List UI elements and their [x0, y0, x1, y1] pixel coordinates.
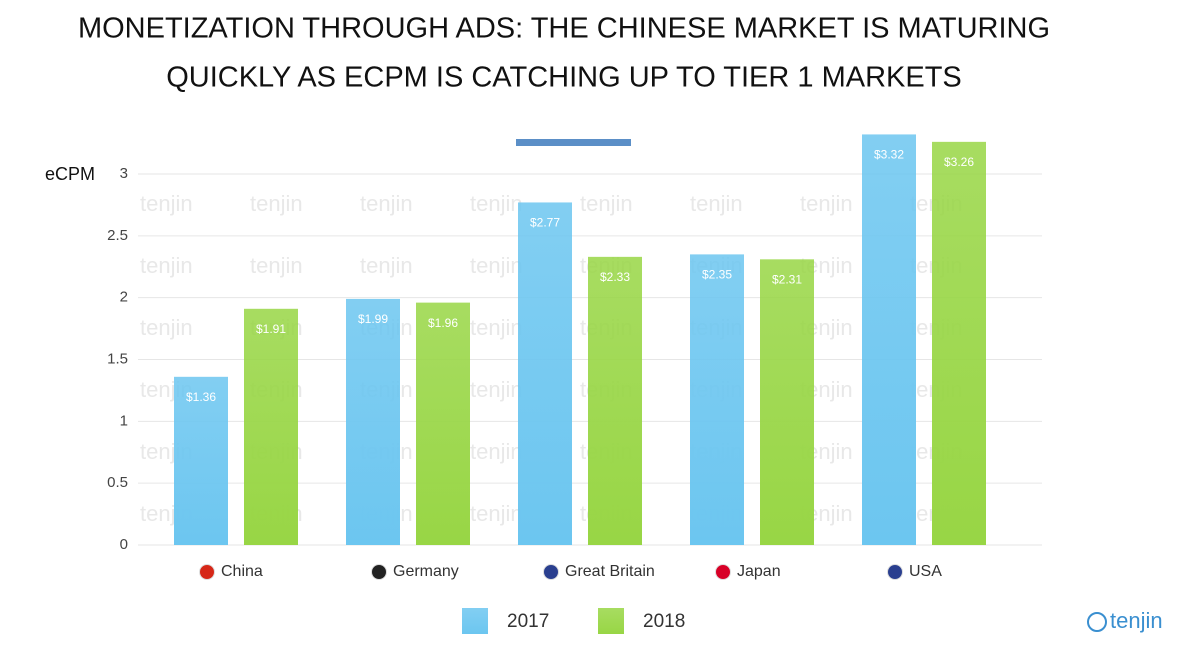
value-label: $2.35 — [702, 268, 732, 282]
value-label: $1.99 — [358, 312, 388, 326]
value-label: $1.91 — [256, 322, 286, 336]
bar — [690, 254, 744, 545]
watermark: tenjin — [140, 253, 193, 278]
flag-icon — [371, 564, 387, 580]
brand-logo: tenjin — [1110, 608, 1163, 633]
bar — [862, 134, 916, 545]
bar — [244, 308, 298, 545]
y-tick-label: 2.5 — [107, 227, 128, 244]
bar — [416, 302, 470, 545]
flag-icon — [543, 564, 559, 580]
bar — [518, 202, 572, 545]
bar — [760, 259, 814, 545]
value-label: $3.32 — [874, 148, 904, 162]
x-tick-label: Japan — [737, 563, 781, 580]
y-tick-label: 0.5 — [107, 474, 128, 491]
y-axis-label: eCPM — [45, 164, 95, 184]
decor-bar — [516, 139, 631, 146]
value-label: $2.77 — [530, 216, 560, 230]
watermark: tenjin — [580, 191, 633, 216]
y-tick-label: 1.5 — [107, 350, 128, 367]
legend-swatch — [462, 608, 488, 634]
y-tick-label: 0 — [120, 536, 128, 553]
watermark: tenjin — [470, 501, 523, 526]
watermark: tenjin — [470, 253, 523, 278]
legend-label: 2018 — [643, 611, 685, 632]
value-label: $1.96 — [428, 316, 458, 330]
watermark: tenjin — [360, 191, 413, 216]
flag-icon — [199, 564, 215, 580]
bar — [932, 141, 986, 545]
watermark: tenjin — [470, 377, 523, 402]
value-label: $2.31 — [772, 273, 802, 287]
bar — [346, 298, 400, 545]
watermark: tenjin — [470, 191, 523, 216]
watermark: tenjin — [470, 439, 523, 464]
watermark: tenjin — [690, 191, 743, 216]
x-tick-label: Great Britain — [565, 563, 655, 580]
watermark: tenjin — [250, 191, 303, 216]
y-tick-label: 3 — [120, 165, 128, 182]
watermark: tenjin — [140, 191, 193, 216]
value-label: $2.33 — [600, 270, 630, 284]
watermark: tenjin — [250, 253, 303, 278]
value-label: $3.26 — [944, 155, 974, 169]
x-tick-label: USA — [909, 563, 942, 580]
watermark: tenjin — [470, 315, 523, 340]
y-tick-label: 2 — [120, 289, 128, 306]
chart-title: QUICKLY AS ECPM IS CATCHING UP TO TIER 1… — [166, 62, 962, 94]
x-tick-label: Germany — [393, 563, 459, 580]
flag-icon — [887, 564, 903, 580]
bar — [588, 256, 642, 545]
legend-swatch — [598, 608, 624, 634]
brand-icon — [1087, 612, 1107, 632]
watermark: tenjin — [800, 191, 853, 216]
value-label: $1.36 — [186, 390, 216, 404]
flag-icon — [715, 564, 731, 580]
legend-label: 2017 — [507, 611, 549, 632]
watermark: tenjin — [360, 253, 413, 278]
x-tick-label: China — [221, 563, 263, 580]
chart-title: MONETIZATION THROUGH ADS: THE CHINESE MA… — [78, 13, 1050, 45]
y-tick-label: 1 — [120, 412, 128, 429]
bar — [174, 376, 228, 545]
watermark: tenjin — [140, 315, 193, 340]
